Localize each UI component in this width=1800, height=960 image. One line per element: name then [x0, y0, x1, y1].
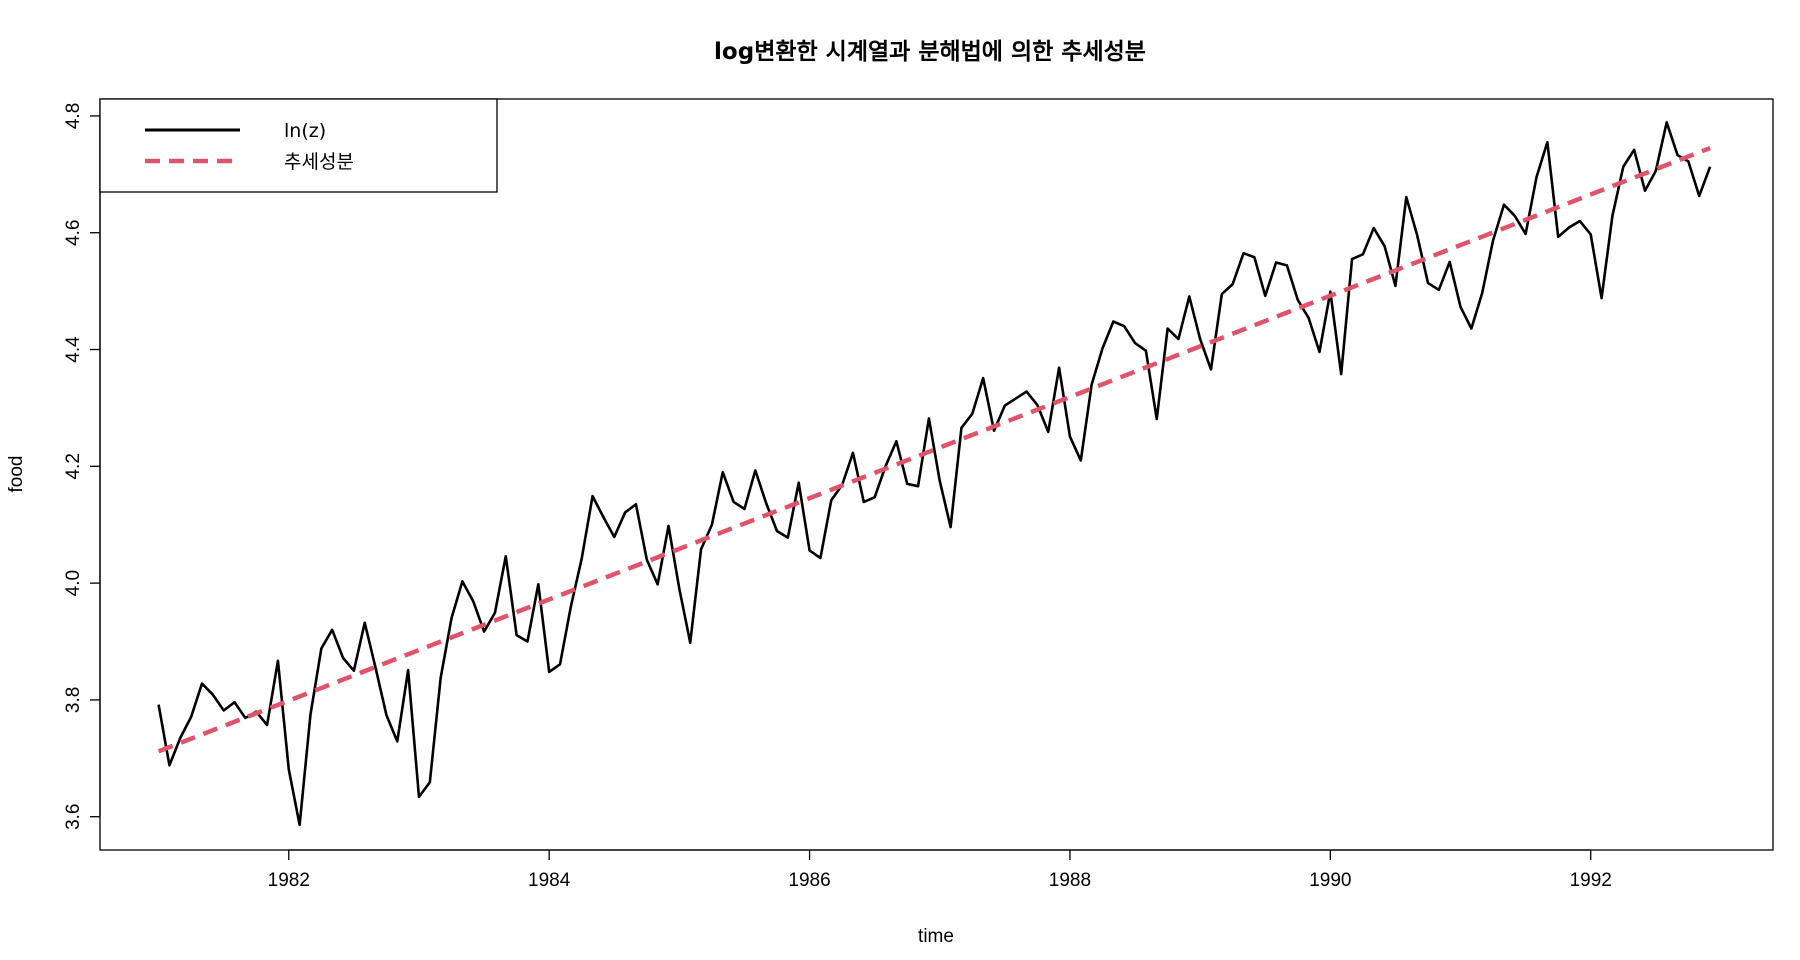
y-tick-label: 3.6: [63, 804, 84, 830]
legend-label-trend: 추세성분: [284, 151, 354, 173]
legend: ln(z) 추세성분: [99, 98, 498, 193]
x-axis-label: time: [918, 926, 954, 947]
y-axis: 3.6 3.8 4.0 4.2 4.4 4.6 4.8: [63, 103, 101, 830]
legend-label-lnz: ln(z): [284, 120, 326, 142]
x-tick-label: 1988: [1049, 870, 1091, 891]
x-tick-label: 1990: [1309, 870, 1351, 891]
y-tick-label: 4.4: [63, 336, 84, 363]
series-line-trend: [157, 145, 1711, 754]
x-axis: 1982 1984 1986 1988 1990 1992: [268, 849, 1612, 891]
x-tick-label: 1982: [268, 870, 310, 891]
plot-frame: [99, 98, 1774, 851]
legend-box: [99, 98, 498, 193]
y-tick-label: 4.8: [63, 103, 84, 129]
y-tick-label: 4.2: [63, 453, 84, 479]
y-tick-label: 4.6: [63, 220, 84, 246]
y-tick-label: 4.0: [63, 570, 84, 596]
y-tick-label: 3.8: [63, 687, 84, 713]
x-tick-label: 1984: [528, 870, 571, 891]
series-line-lnz: [157, 121, 1712, 827]
series-layer: [157, 121, 1712, 827]
chart-title: log변환한 시계열과 분해법에 의한 추세성분: [714, 39, 1146, 65]
x-tick-label: 1986: [788, 870, 830, 891]
y-axis-label: food: [6, 456, 27, 493]
x-tick-label: 1992: [1570, 870, 1612, 891]
